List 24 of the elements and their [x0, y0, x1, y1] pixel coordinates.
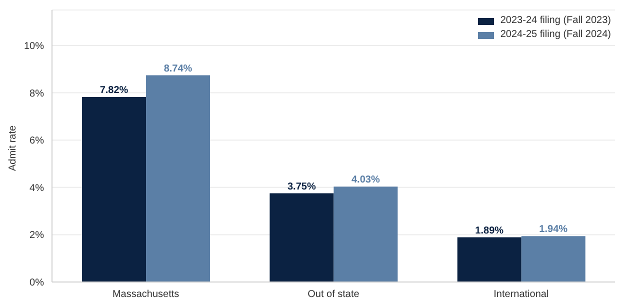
x-tick-label: Out of state [308, 289, 360, 300]
bar [146, 75, 210, 282]
data-label: 4.03% [352, 174, 380, 186]
y-axis-title: Admit rate [8, 124, 19, 171]
y-tick-label: 2% [30, 230, 44, 242]
x-tick-label: International [494, 289, 549, 300]
bar [334, 186, 398, 282]
bar [521, 236, 586, 282]
y-tick-label: 8% [30, 88, 44, 100]
bar [270, 193, 334, 282]
y-tick-label: 4% [30, 182, 44, 194]
y-tick-label: 0% [30, 278, 44, 289]
data-label: 1.89% [475, 225, 504, 236]
data-label: 7.82% [100, 85, 128, 96]
bar [82, 97, 146, 282]
bar [457, 237, 522, 282]
data-label: 3.75% [288, 181, 316, 192]
legend-label: 2024-25 filing (Fall 2024) [500, 28, 611, 42]
data-label: 1.94% [539, 224, 568, 236]
y-tick-label: 6% [30, 136, 44, 147]
legend-label: 2023-24 filing (Fall 2023) [500, 14, 611, 28]
y-tick-label: 10% [24, 41, 44, 52]
x-tick-label: Massachusetts [112, 289, 180, 300]
data-label: 8.74% [164, 63, 192, 74]
